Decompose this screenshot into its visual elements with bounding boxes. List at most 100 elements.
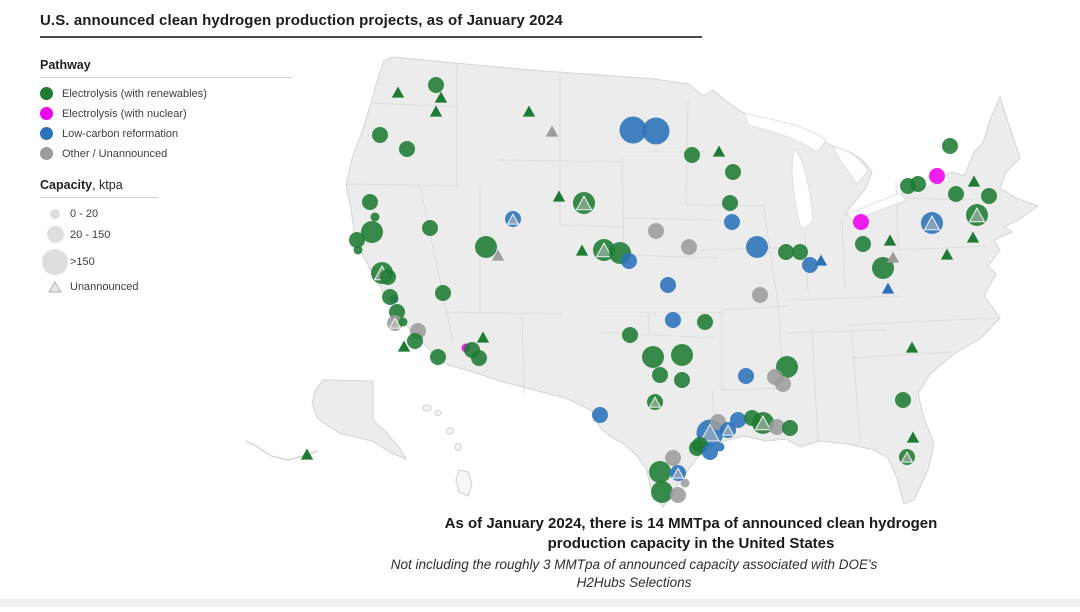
project-marker[interactable]: [905, 341, 919, 353]
project-marker[interactable]: [689, 440, 705, 456]
capacity-legend-header: Capacity, ktpa: [40, 178, 123, 192]
project-marker[interactable]: [361, 221, 383, 243]
project-marker[interactable]: [782, 420, 798, 436]
capacity-item-medium[interactable]: 20 - 150: [40, 226, 240, 243]
legend-item-reformation[interactable]: Low-carbon reformation: [40, 127, 292, 140]
project-marker[interactable]: [769, 419, 785, 435]
project-marker[interactable]: [895, 392, 911, 408]
capacity-item-label: >150: [70, 256, 95, 268]
project-marker[interactable]: [738, 368, 754, 384]
project-marker[interactable]: [778, 244, 794, 260]
project-marker[interactable]: [722, 195, 738, 211]
project-marker[interactable]: [724, 214, 740, 230]
project-marker[interactable]: [881, 282, 895, 294]
unannounced-overlay-triangle-icon: [595, 242, 613, 258]
project-marker[interactable]: [428, 77, 444, 93]
capacity-item-small[interactable]: 0 - 20: [40, 208, 240, 220]
project-marker[interactable]: [399, 141, 415, 157]
project-marker[interactable]: [651, 481, 673, 503]
project-marker[interactable]: [370, 212, 380, 222]
project-marker[interactable]: [380, 269, 396, 285]
project-marker[interactable]: [746, 236, 768, 258]
project-marker[interactable]: [349, 232, 365, 248]
project-marker[interactable]: [910, 176, 926, 192]
project-marker[interactable]: [730, 412, 746, 428]
project-marker[interactable]: [853, 214, 869, 230]
project-marker[interactable]: [942, 138, 958, 154]
unannounced-overlay-triangle-icon: [699, 423, 721, 442]
project-marker[interactable]: [792, 244, 808, 260]
project-marker[interactable]: [435, 285, 451, 301]
project-marker[interactable]: [434, 91, 448, 103]
project-marker[interactable]: [422, 220, 438, 236]
project-marker[interactable]: [649, 461, 671, 483]
pathway-legend-header: Pathway: [40, 58, 91, 72]
project-marker[interactable]: [476, 331, 490, 343]
project-marker[interactable]: [886, 251, 900, 263]
legend-item-renewables[interactable]: Electrolysis (with renewables): [40, 87, 292, 100]
project-marker[interactable]: [681, 239, 697, 255]
project-marker[interactable]: [697, 314, 713, 330]
project-marker[interactable]: [522, 105, 536, 117]
project-marker[interactable]: [430, 349, 446, 365]
project-marker[interactable]: [802, 257, 818, 273]
project-marker[interactable]: [940, 248, 954, 260]
project-marker[interactable]: [429, 105, 443, 117]
project-marker[interactable]: [391, 86, 405, 98]
project-marker[interactable]: [300, 448, 314, 460]
project-marker[interactable]: [660, 277, 676, 293]
project-marker[interactable]: [680, 478, 690, 488]
unannounced-overlay-triangle-icon: [575, 195, 593, 211]
project-marker[interactable]: [715, 442, 725, 452]
project-marker[interactable]: [966, 231, 980, 243]
project-marker[interactable]: [967, 175, 981, 187]
project-marker[interactable]: [948, 186, 964, 202]
project-marker[interactable]: [575, 244, 589, 256]
legend-item-other[interactable]: Other / Unannounced: [40, 147, 292, 160]
project-marker[interactable]: [407, 333, 423, 349]
project-marker[interactable]: [552, 190, 566, 202]
unannounced-triangle-icon: [40, 281, 70, 293]
project-marker[interactable]: [362, 194, 378, 210]
project-marker[interactable]: [775, 376, 791, 392]
project-marker[interactable]: [883, 234, 897, 246]
project-marker[interactable]: [671, 344, 693, 366]
project-marker[interactable]: [621, 253, 637, 269]
capacity-item-unannounced[interactable]: Unannounced: [40, 281, 240, 293]
project-marker[interactable]: [491, 249, 505, 261]
project-marker[interactable]: [372, 127, 388, 143]
project-marker[interactable]: [702, 444, 718, 460]
project-marker[interactable]: [674, 372, 690, 388]
legend-item-nuclear[interactable]: Electrolysis (with nuclear): [40, 107, 292, 120]
project-marker[interactable]: [471, 350, 487, 366]
project-marker[interactable]: [684, 147, 700, 163]
project-marker[interactable]: [929, 168, 945, 184]
project-marker[interactable]: [712, 145, 726, 157]
project-marker[interactable]: [652, 367, 668, 383]
project-marker[interactable]: [398, 317, 408, 327]
divider: [40, 197, 158, 198]
project-marker[interactable]: [981, 188, 997, 204]
large-bubble-icon: [40, 249, 70, 275]
project-marker[interactable]: [725, 164, 741, 180]
project-marker[interactable]: [752, 287, 768, 303]
project-marker[interactable]: [814, 254, 828, 266]
project-marker[interactable]: [642, 117, 670, 145]
project-marker[interactable]: [622, 327, 638, 343]
project-marker[interactable]: [670, 487, 686, 503]
project-marker[interactable]: [855, 236, 871, 252]
project-marker[interactable]: [475, 236, 497, 258]
project-marker[interactable]: [665, 450, 681, 466]
project-marker[interactable]: [648, 223, 664, 239]
project-marker[interactable]: [545, 125, 559, 137]
project-marker[interactable]: [665, 312, 681, 328]
bottom-scrollbar[interactable]: [0, 599, 1080, 607]
project-marker[interactable]: [353, 245, 363, 255]
project-marker[interactable]: [642, 346, 664, 368]
project-marker[interactable]: [619, 116, 647, 144]
project-marker[interactable]: [382, 289, 398, 305]
project-marker[interactable]: [397, 340, 411, 352]
project-marker[interactable]: [592, 407, 608, 423]
capacity-item-large[interactable]: >150: [40, 249, 240, 275]
project-marker[interactable]: [906, 431, 920, 443]
